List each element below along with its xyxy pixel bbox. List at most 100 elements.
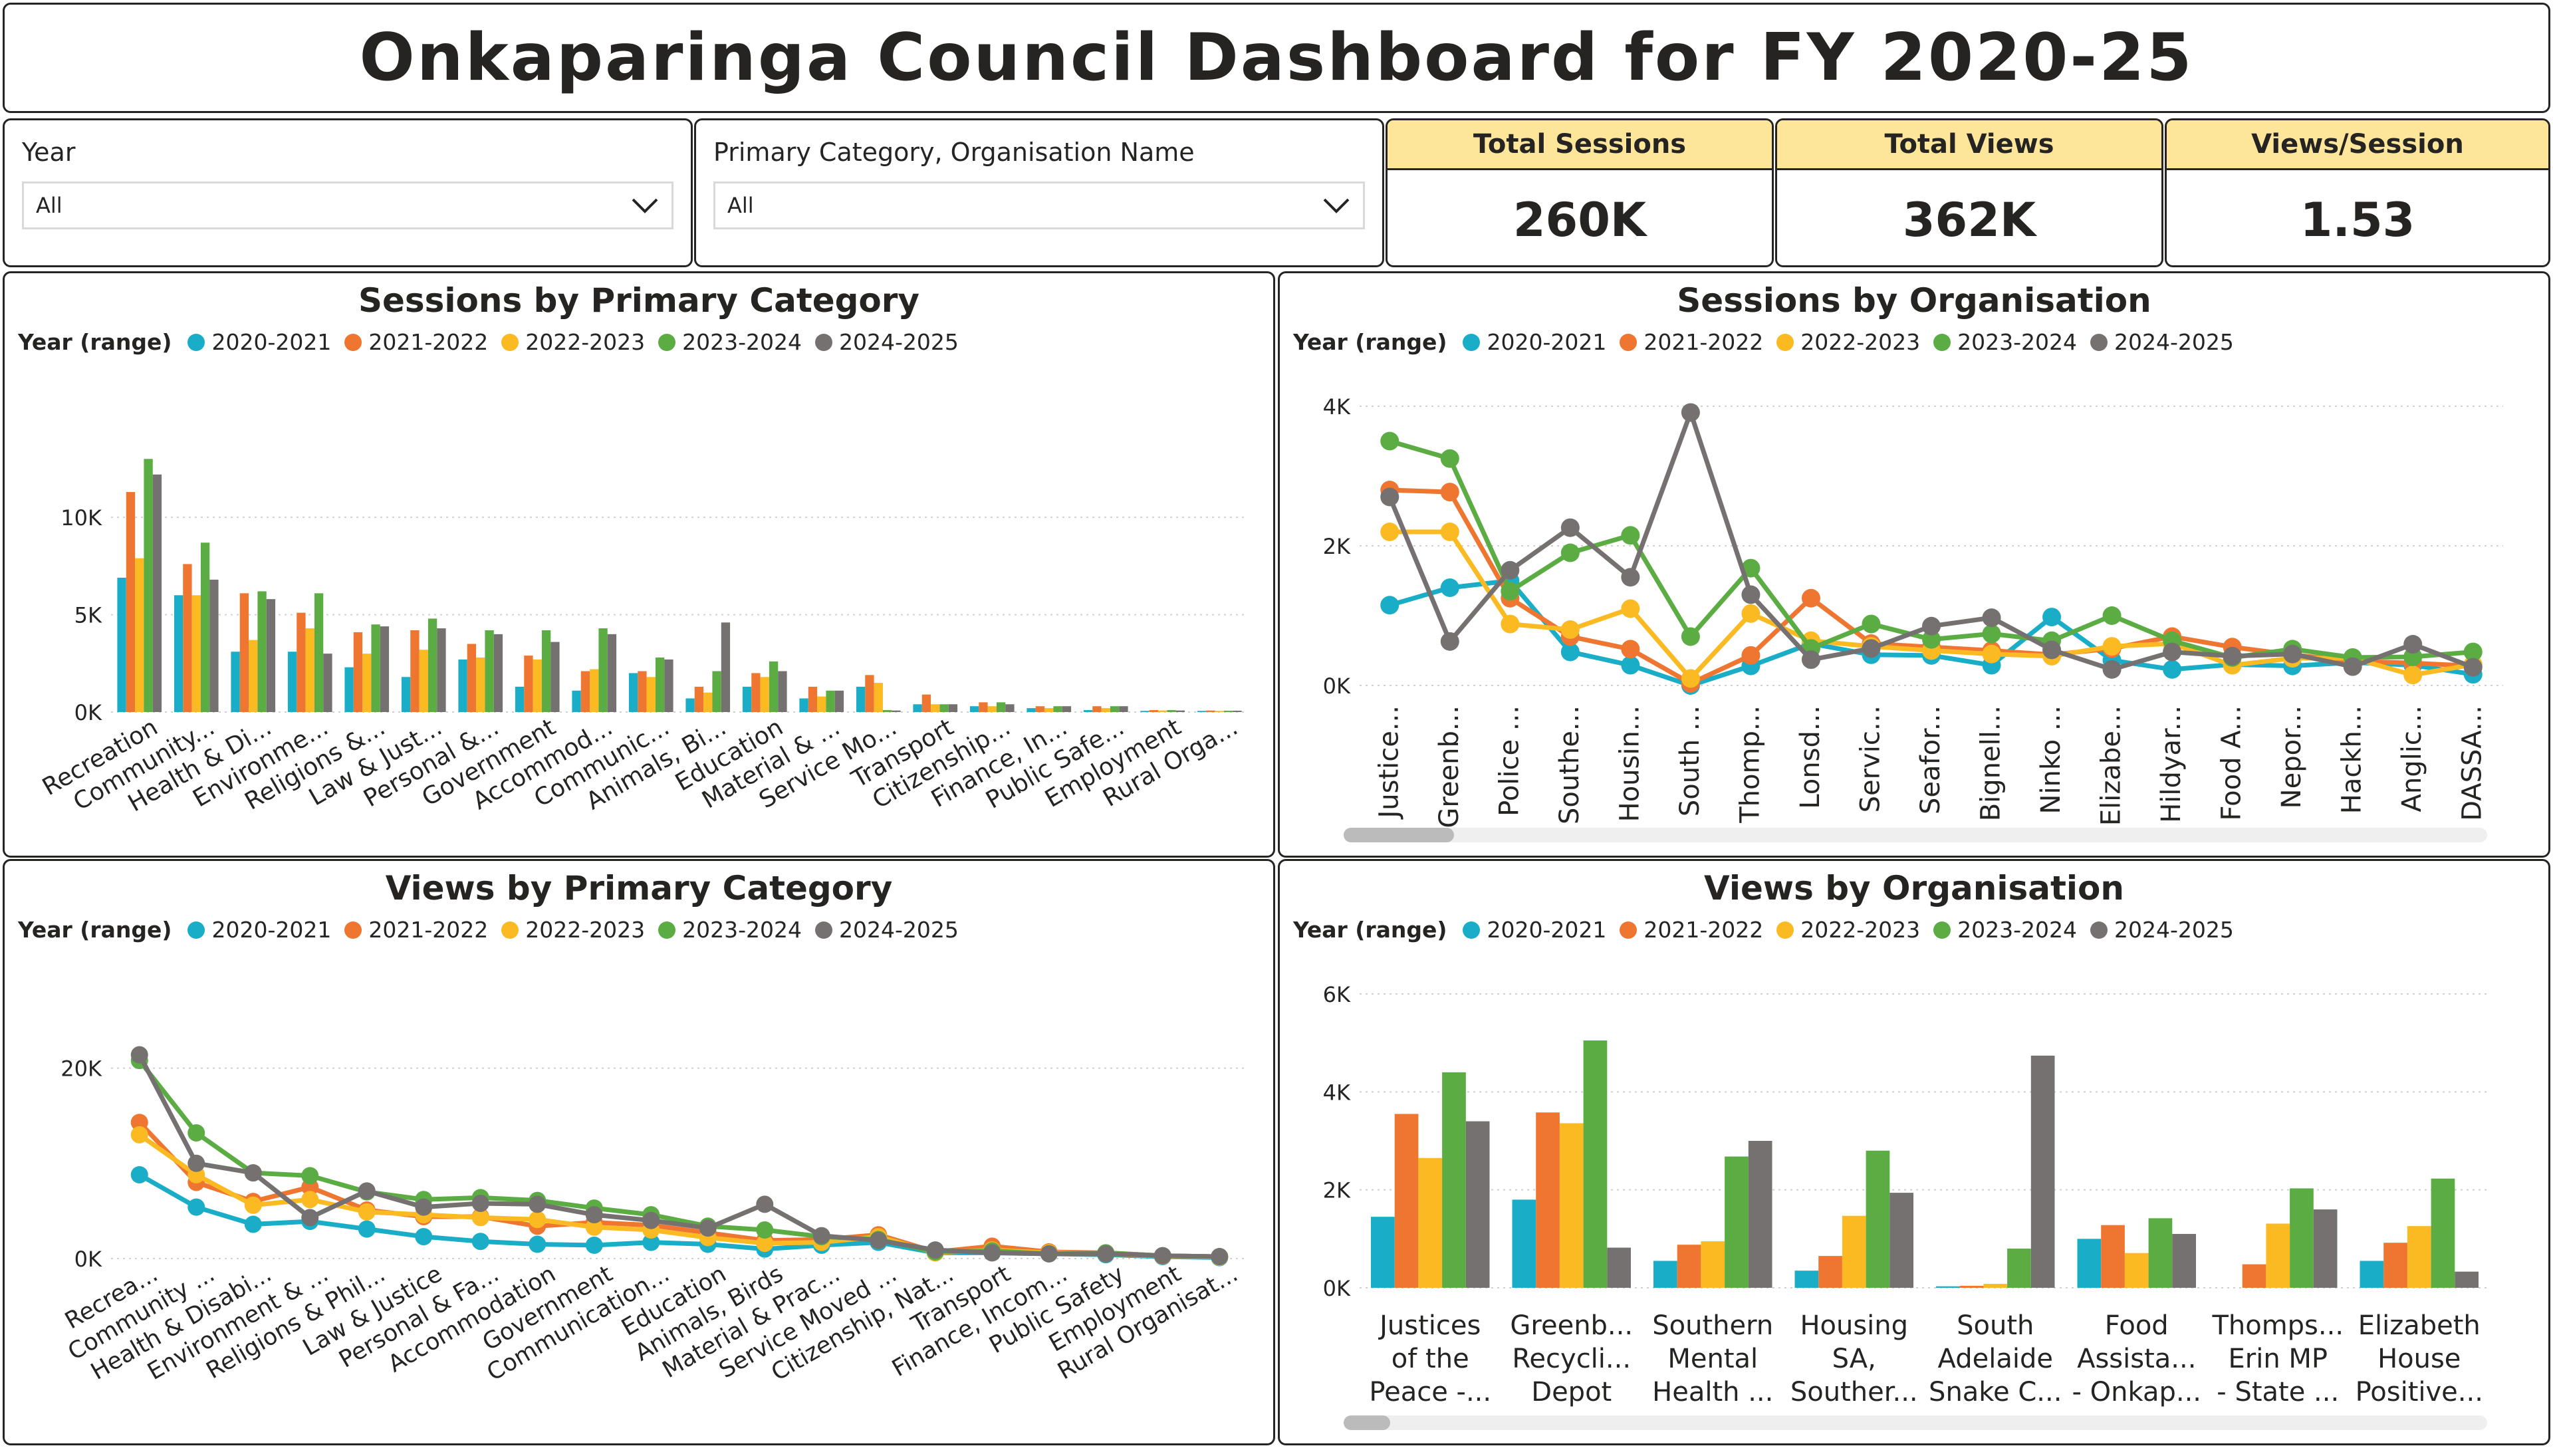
views-per-session-card: Views/Session 1.53 [2165,118,2550,267]
bar [979,702,988,712]
y-tick-label: 4K [1323,394,1351,420]
data-point [1922,616,1941,636]
data-point [1040,1245,1058,1263]
data-point [1560,543,1580,562]
bar [1583,1040,1608,1288]
data-point [130,1114,148,1132]
legend-item[interactable]: 2022-2023 [501,329,645,355]
legend-marker [658,333,676,351]
bar [1818,1256,1842,1288]
legend-item[interactable]: 2024-2025 [2090,917,2234,943]
legend-label: 2024-2025 [2114,917,2234,943]
data-point [1741,558,1761,578]
bar [117,577,126,712]
bar [297,612,306,712]
legend-item[interactable]: 2024-2025 [2090,329,2234,355]
y-tick-label: 0K [1323,1276,1351,1301]
data-point [585,1206,603,1224]
bar [769,661,779,712]
legend-item[interactable]: 2021-2022 [344,329,488,355]
chart-legend: Year (range) 2020-2021 2021-2022 2022-2023 2… [1293,917,2247,943]
bar [1044,708,1054,712]
legend-marker [2090,333,2108,351]
data-point [415,1228,433,1246]
bar [344,667,354,712]
bar [1197,711,1207,712]
legend-item[interactable]: 2020-2021 [1463,329,1606,355]
legend-item[interactable]: 2021-2022 [1620,917,1763,943]
legend-item[interactable]: 2022-2023 [1776,329,1920,355]
data-point [2163,660,2182,679]
x-tick-label: Servic... [1855,705,1885,812]
bar [712,671,721,712]
legend-item[interactable]: 2023-2024 [658,329,802,355]
views-by-category-panel: Views by Primary Category Year (range) 20… [3,859,1275,1445]
bar [314,593,324,712]
bar [817,696,826,712]
scrollbar-thumb[interactable] [1344,1415,1390,1430]
bar [969,706,979,712]
scrollbar-thumb[interactable] [1344,828,1454,842]
data-point [1862,614,1881,634]
data-point [756,1235,774,1253]
bar [2383,1243,2407,1288]
year-dropdown-value: All [36,193,62,218]
legend-marker [814,333,832,351]
category-slicer-label: Primary Category, Organisation Name [713,138,1195,167]
legend-item[interactable]: 2022-2023 [1776,917,1920,943]
legend-item[interactable]: 2023-2024 [658,917,802,943]
bar [856,686,866,712]
legend-item[interactable]: 2023-2024 [1933,329,2077,355]
data-point [1621,599,1640,618]
data-point [812,1227,830,1245]
data-point [870,1231,888,1249]
bar [2242,1264,2266,1288]
bar [799,698,808,712]
bar [1889,1193,1913,1288]
sessions-by-org-panel: Sessions by Organisation Year (range) 202… [1278,271,2550,858]
bar [939,704,949,712]
data-point [756,1221,774,1239]
x-tick-label: Seafor... [1915,705,1946,814]
y-tick-label: 20K [61,1056,102,1082]
bar [493,634,503,712]
chart-title: Sessions by Primary Category [358,281,920,320]
bar [533,659,542,712]
legend-item[interactable]: 2020-2021 [1463,917,1606,943]
category-dropdown[interactable]: All [713,182,1365,229]
x-tick-label: Food Assista... - Onkap... [2072,1310,2202,1407]
bar [646,677,656,712]
year-dropdown[interactable]: All [22,182,673,229]
data-point [2463,658,2483,677]
legend-item[interactable]: 2021-2022 [1620,329,1763,355]
legend-item[interactable]: 2020-2021 [187,329,331,355]
bar [183,564,192,712]
legend-item[interactable]: 2021-2022 [344,917,488,943]
sessions-by-org-chart: 0K 2K 4K Justice... Greenb... Police ... South… [1323,394,2503,828]
data-point [1501,560,1520,580]
horizontal-scrollbar[interactable] [1344,828,2487,842]
data-point [642,1211,660,1229]
legend-item[interactable]: 2020-2021 [187,917,331,943]
legend-item[interactable]: 2024-2025 [814,329,959,355]
legend-item[interactable]: 2024-2025 [814,917,959,943]
legend-item[interactable]: 2023-2024 [1933,917,2077,943]
bar [485,630,494,712]
bar [1140,711,1150,712]
horizontal-scrollbar[interactable] [1344,1415,2487,1430]
data-point [1681,627,1700,646]
data-point [471,1233,489,1251]
bar [476,658,485,712]
y-tick-label: 2K [1323,534,1351,559]
legend-item[interactable]: 2022-2023 [501,917,645,943]
data-point [2283,644,2302,664]
bar [200,543,210,712]
data-point [358,1203,376,1221]
bar [380,626,390,712]
x-tick-label: Thomps... Erin MP - State ... [2211,1310,2344,1407]
data-point [187,1198,205,1216]
bar [249,640,258,712]
data-point [1560,620,1580,639]
data-point [1621,526,1640,545]
